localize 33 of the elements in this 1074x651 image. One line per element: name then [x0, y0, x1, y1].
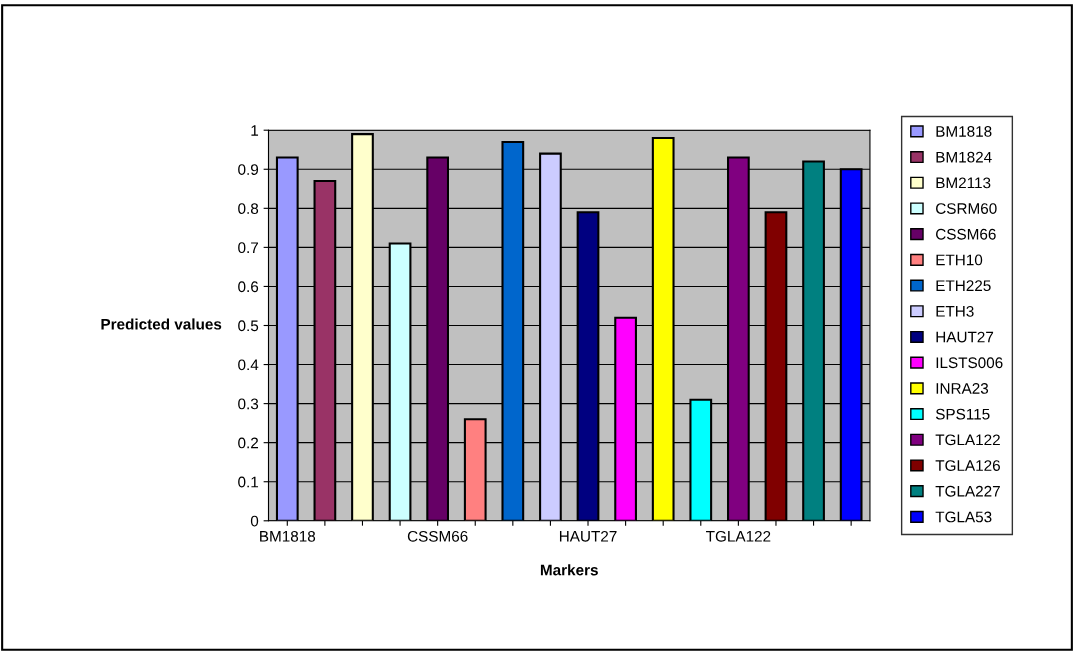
legend-label: ETH10 [936, 254, 983, 266]
legend-label: ETH3 [936, 305, 974, 317]
y-tick-label: 0.9 [238, 164, 259, 175]
legend-label: HAUT27 [936, 331, 994, 343]
y-tick-label: 1 [251, 125, 259, 136]
y-tick-label: 0.2 [238, 437, 259, 449]
y-tick-label: 0.6 [238, 281, 259, 293]
x-axis-title: Markers [540, 564, 598, 576]
legend-label: TGLA53 [935, 511, 992, 523]
x-tick-label: TGLA122 [706, 530, 771, 542]
legend-label: CSRM60 [936, 203, 997, 214]
y-tick-label: 0.7 [238, 242, 259, 254]
legend-label: BM1824 [936, 151, 992, 163]
legend-label: TGLA126 [935, 460, 1000, 471]
y-tick-label: 0.5 [238, 320, 259, 332]
legend-label: INRA23 [936, 383, 989, 394]
legend-label: ETH225 [936, 280, 991, 292]
legend-label: TGLA122 [935, 434, 1000, 446]
y-tick-label: 0.3 [238, 398, 259, 410]
y-tick-label: 0.8 [238, 203, 259, 215]
y-tick-label: 0.1 [238, 476, 259, 488]
y-tick-label: 0 [250, 515, 259, 527]
legend-label: BM1818 [936, 126, 992, 137]
legend-label: ILSTS006 [936, 357, 1003, 369]
legend-label: BM2113 [936, 177, 991, 189]
legend-label: CSSM66 [936, 228, 996, 240]
y-axis-title: Predicted values [101, 318, 222, 330]
legend-label: TGLA227 [935, 485, 1000, 497]
y-tick-label: 0.4 [238, 359, 259, 371]
x-tick-label: CSSM66 [407, 530, 468, 542]
x-tick-label: BM1818 [260, 530, 316, 542]
legend-label: SPS115 [935, 408, 990, 420]
x-tick-label: HAUT27 [559, 530, 617, 542]
